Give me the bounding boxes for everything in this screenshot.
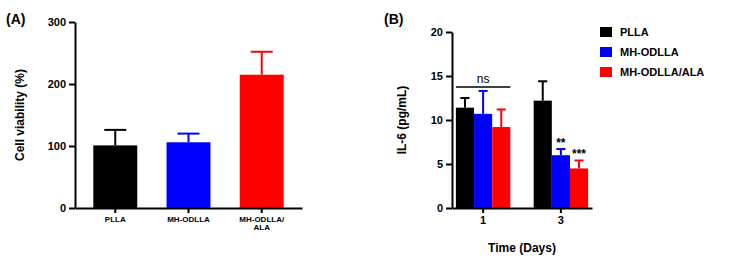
axis-line <box>453 208 593 210</box>
error-cap <box>251 51 273 53</box>
tick-label: MH-ODLLA/ALA <box>239 215 285 233</box>
tick-label: 0 <box>437 202 443 214</box>
bar <box>93 145 137 208</box>
panel-label: (A) <box>6 11 25 27</box>
bar <box>456 108 474 208</box>
bar <box>552 155 570 208</box>
tick: PLLA <box>105 208 126 224</box>
tick-mark <box>69 146 75 148</box>
tick: 20 <box>431 26 452 38</box>
tick: 5 <box>437 158 452 170</box>
tick-mark <box>446 208 452 210</box>
error-cap <box>460 97 469 99</box>
error-bar <box>578 160 580 168</box>
tick-label: 20 <box>431 26 443 38</box>
tick-mark <box>69 84 75 86</box>
tick-mark <box>446 32 452 34</box>
panel-label: (B) <box>384 11 403 27</box>
error-cap <box>104 129 126 131</box>
tick-mark <box>188 208 190 213</box>
tick: MH-ODLLA <box>167 208 210 224</box>
tick-mark <box>482 208 484 213</box>
legend-label: MH-ODLLA <box>620 46 679 58</box>
significance-label: *** <box>572 147 586 161</box>
legend: PLLA MH-ODLLA MH-ODLLA/ALA <box>600 26 704 78</box>
tick-mark <box>560 208 562 213</box>
tick-label: 10 <box>431 114 443 126</box>
bar <box>492 127 510 208</box>
tick-label: 100 <box>48 140 66 152</box>
tick: 100 <box>48 140 75 152</box>
tick-label: 3 <box>558 214 564 226</box>
chart: 0 100 200 300 PLLA MH-ODLLA MH-ODLLA/ALA (A) Cel… <box>6 11 303 232</box>
legend-swatch <box>600 47 612 57</box>
x-axis-title: Time (Days) <box>488 241 556 255</box>
tick-label: MH-ODLLA <box>167 215 210 224</box>
tick: MH-ODLLA/ALA <box>239 208 285 232</box>
tick-mark <box>69 22 75 24</box>
error-bar <box>114 130 116 146</box>
legend-label: MH-ODLLA/ALA <box>620 66 704 78</box>
tick: 0 <box>437 202 452 214</box>
tick: 200 <box>48 78 75 90</box>
tick-label: PLLA <box>105 215 126 224</box>
x-axis: 13 <box>453 208 593 226</box>
error-bar <box>261 52 263 75</box>
error-cap <box>479 90 488 92</box>
bar <box>570 168 588 208</box>
tick-label: 0 <box>60 202 66 214</box>
y-axis: 0 100 200 300 <box>48 16 76 214</box>
tick-label: 5 <box>437 158 443 170</box>
chart: 0510152013(B)IL-6 (pg/mL)Time (Days)ns**… <box>384 11 704 255</box>
y-axis: 0 5 10 15 20 <box>431 26 453 214</box>
tick-mark <box>114 208 116 213</box>
bar <box>167 142 211 208</box>
error-cap <box>178 133 200 135</box>
legend-swatch <box>600 27 612 37</box>
plot-marks <box>93 52 283 208</box>
tick-mark <box>261 208 263 213</box>
tick-label: 15 <box>431 70 443 82</box>
tick-mark <box>446 164 452 166</box>
error-cap <box>497 108 506 110</box>
tick-mark <box>446 76 452 78</box>
y-axis-title: Cell viability (%) <box>13 69 27 161</box>
error-bar <box>542 81 544 100</box>
error-cap <box>538 80 547 82</box>
bar <box>534 101 552 208</box>
tick: 0 <box>60 202 75 214</box>
error-bar <box>482 91 484 114</box>
tick: 3 <box>558 208 564 226</box>
tick: 10 <box>431 114 452 126</box>
figure: 0100200300PLLAMH-ODLLAMH-ODLLA/ALA(A)Cel… <box>0 0 733 271</box>
axis-line <box>75 23 77 209</box>
tick-mark <box>446 120 452 122</box>
tick-mark <box>69 208 75 210</box>
legend-label: PLLA <box>620 26 649 38</box>
x-axis: PLLA MH-ODLLA MH-ODLLA/ALA <box>76 208 303 232</box>
tick: 1 <box>480 208 486 226</box>
plot-marks <box>456 81 588 208</box>
tick-label: 200 <box>48 78 66 90</box>
bar <box>240 75 284 208</box>
error-bar <box>464 98 466 108</box>
tick-label: 300 <box>48 16 66 28</box>
significance-label: ** <box>556 136 566 150</box>
error-bar <box>188 134 190 143</box>
tick: 300 <box>48 16 75 28</box>
tick: 15 <box>431 70 452 82</box>
legend-swatch <box>600 67 612 77</box>
bar <box>474 114 492 208</box>
significance-bracket <box>456 86 510 88</box>
tick-label: 1 <box>480 214 486 226</box>
significance-label: ns <box>477 72 490 86</box>
y-axis-title: IL-6 (pg/mL) <box>395 86 409 155</box>
error-bar <box>500 109 502 127</box>
